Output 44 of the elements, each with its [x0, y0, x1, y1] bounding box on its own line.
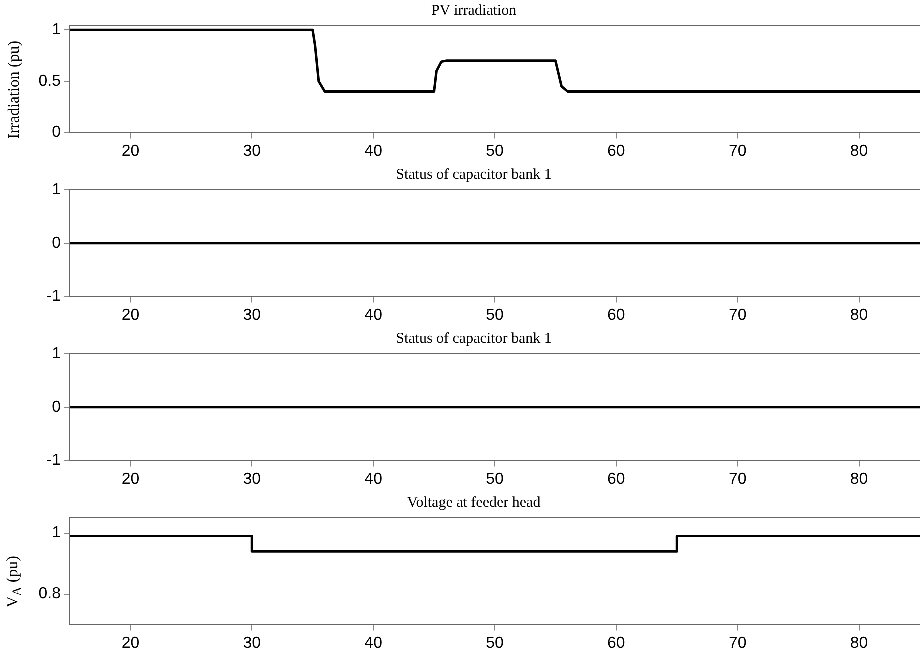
x-tick-label: 50 — [486, 306, 504, 324]
y-tick-label: 0 — [52, 234, 62, 252]
chart-title: PV irradiation — [431, 2, 518, 19]
x-tick-label: 40 — [364, 470, 383, 488]
y-axis-title: Irradiation (pu) — [6, 40, 24, 140]
chart-title: Status of capacitor bank 1 — [396, 330, 552, 347]
x-tick-label: 50 — [486, 142, 504, 160]
x-tick-label: 40 — [364, 634, 383, 652]
y-tick-label: 1 — [52, 345, 62, 362]
y-tick-label: 1 — [52, 524, 62, 542]
x-tick-label: 20 — [122, 470, 140, 488]
x-tick-label: 80 — [850, 634, 868, 652]
x-tick-label: 30 — [243, 634, 262, 652]
x-tick-label: 80 — [850, 306, 868, 324]
chart-title: Status of capacitor bank 1 — [396, 166, 552, 183]
x-tick-label: 20 — [122, 306, 140, 324]
y-tick-label: 0 — [52, 124, 62, 142]
x-tick-label: 70 — [728, 306, 747, 324]
y-tick-label: 1 — [52, 181, 62, 198]
y-tick-label: 0.8 — [38, 586, 62, 603]
x-tick-label: 50 — [486, 634, 504, 652]
x-tick-label: 50 — [486, 470, 504, 488]
y-tick-label: -1 — [46, 452, 62, 470]
y-tick-label: 1 — [52, 22, 62, 39]
y-tick-label: 0.5 — [38, 72, 62, 90]
x-tick-label: 30 — [243, 470, 262, 488]
x-tick-label: 70 — [728, 470, 747, 488]
x-tick-label: 40 — [364, 306, 383, 324]
x-tick-label: 20 — [122, 142, 140, 160]
x-tick-label: 30 — [243, 306, 262, 324]
x-tick-label: 80 — [850, 142, 868, 160]
x-tick-label: 60 — [608, 306, 626, 324]
y-tick-label: -1 — [46, 288, 62, 306]
x-tick-label: 60 — [608, 142, 626, 160]
x-tick-label: 70 — [728, 634, 747, 652]
y-tick-label: 0 — [52, 398, 62, 416]
x-tick-label: 30 — [243, 142, 262, 160]
x-tick-label: 20 — [122, 634, 140, 652]
x-tick-label: 70 — [728, 142, 747, 160]
x-tick-label: 60 — [608, 634, 626, 652]
x-tick-label: 40 — [364, 142, 383, 160]
chart-title: Voltage at feeder head — [407, 494, 542, 511]
x-tick-label: 60 — [608, 470, 626, 488]
x-tick-label: 80 — [850, 470, 868, 488]
